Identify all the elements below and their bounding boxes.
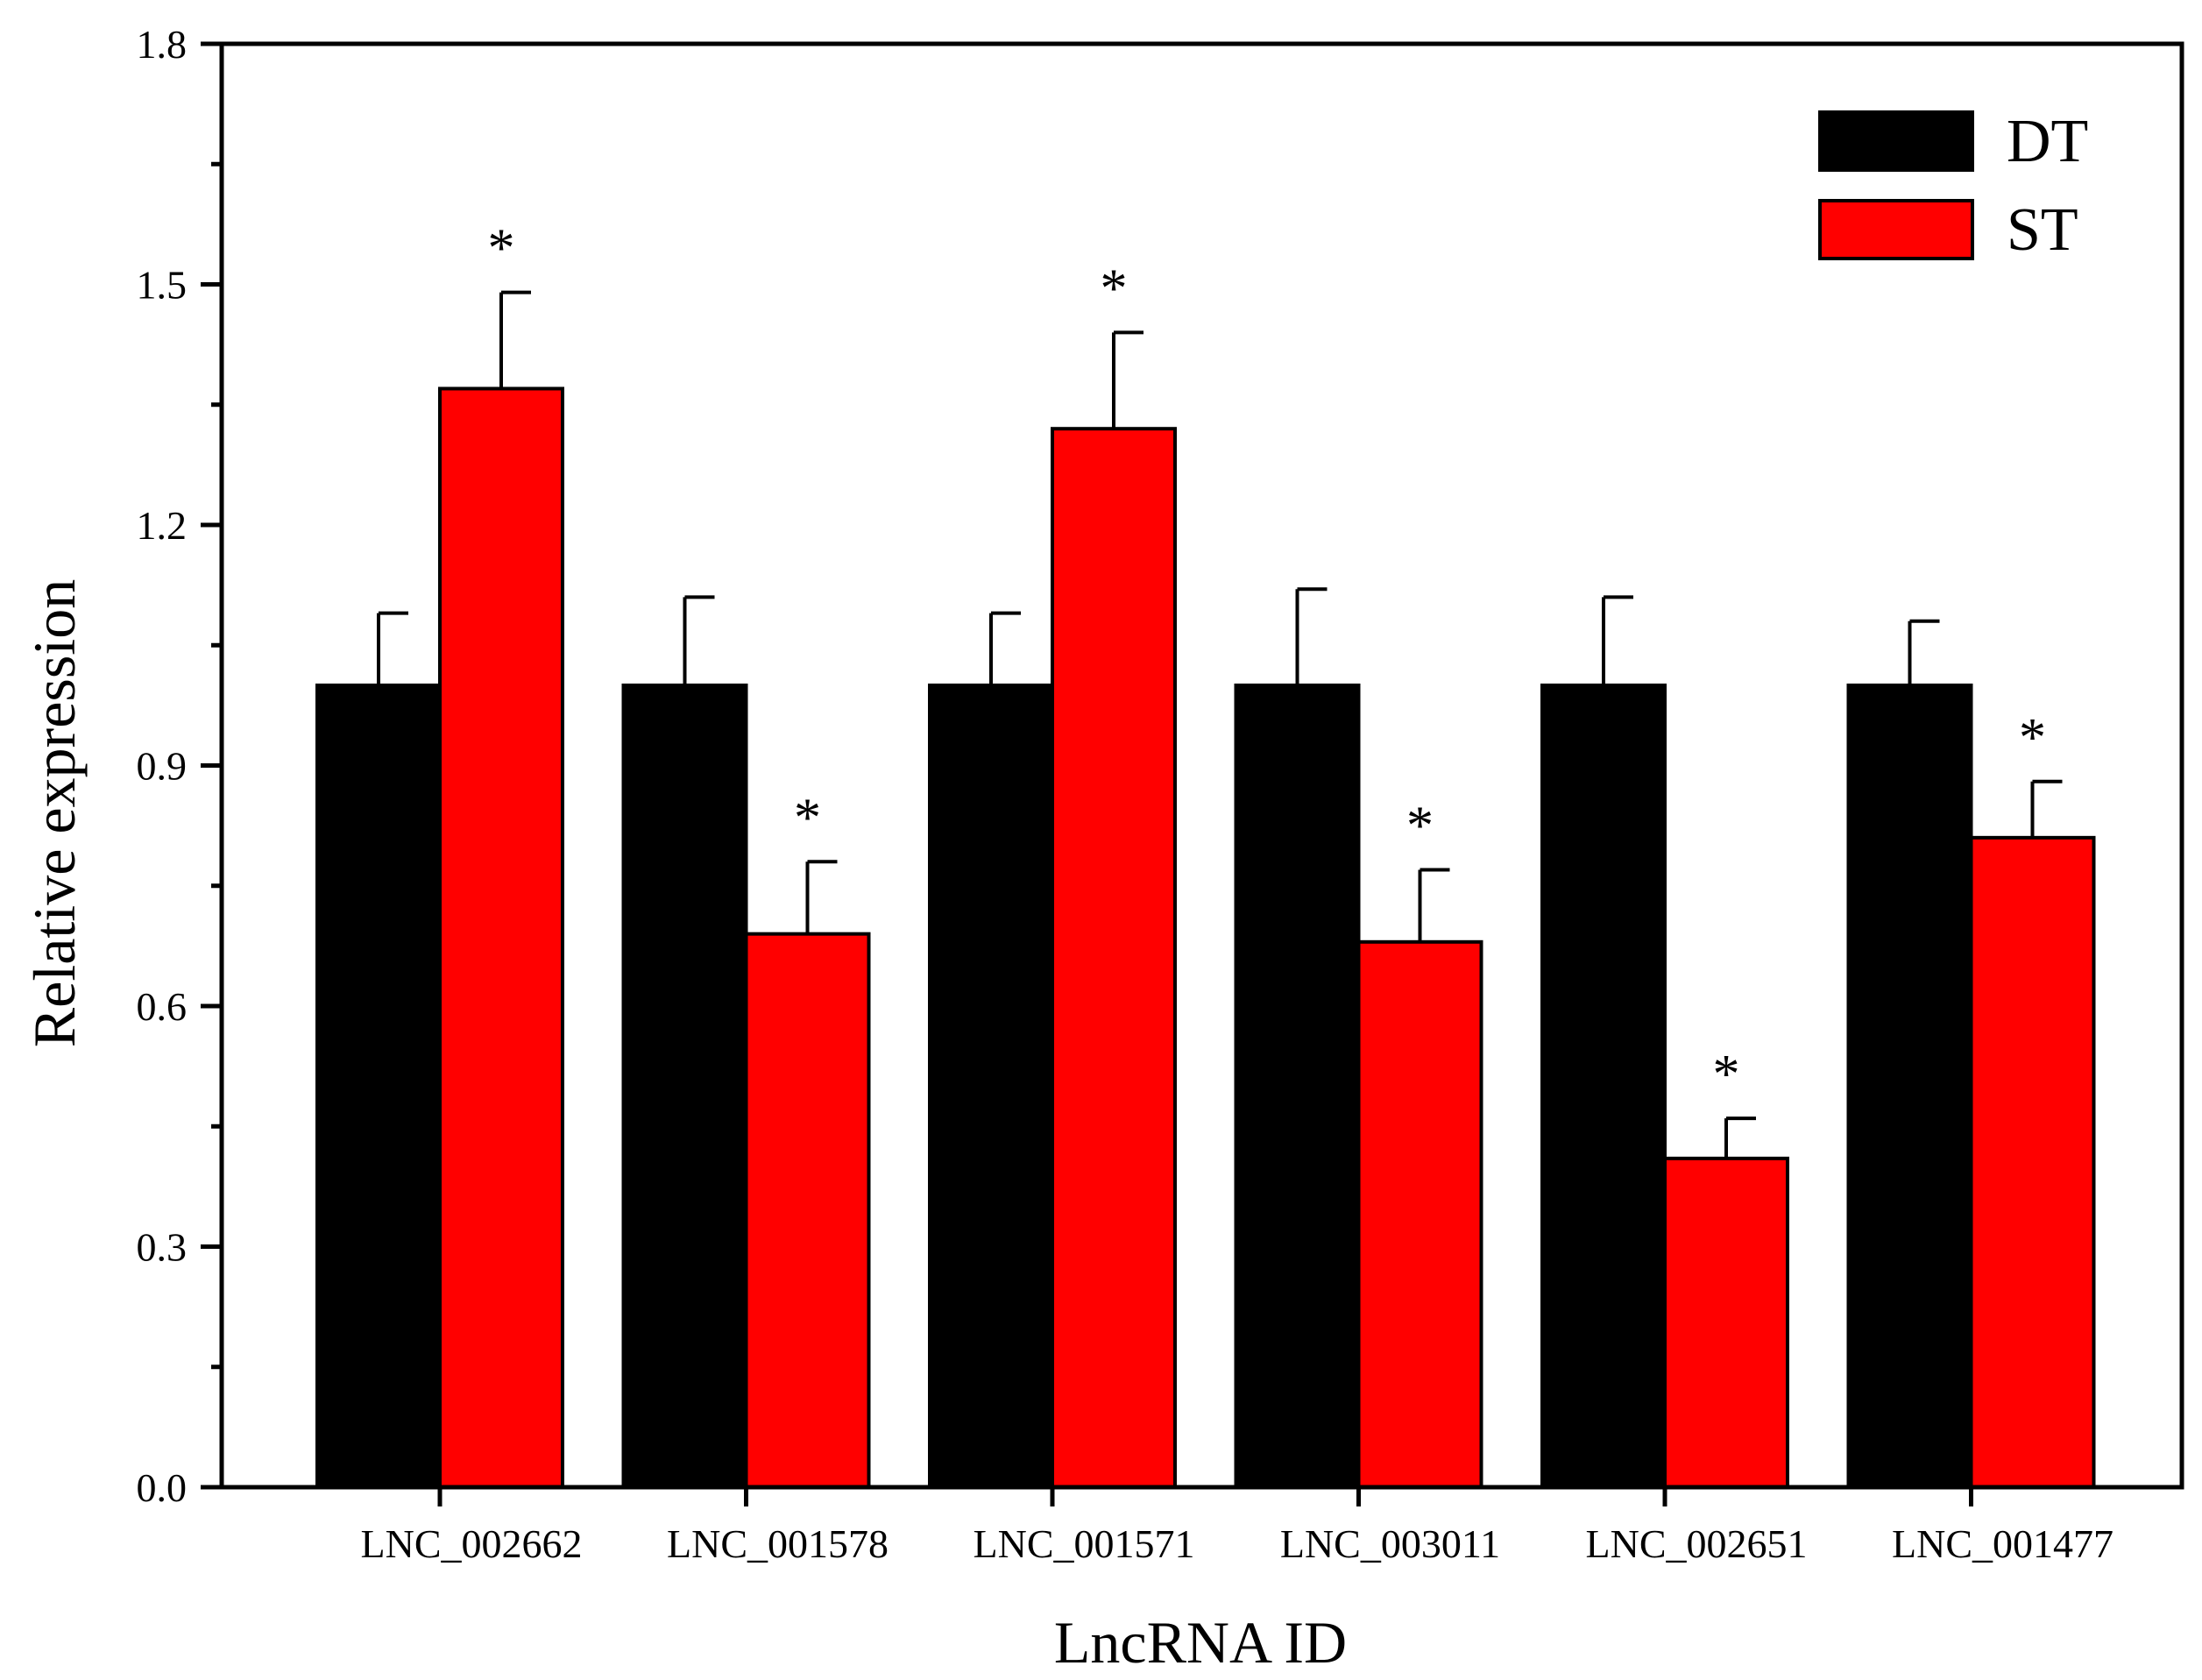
bar-dt-lnc-002651 — [1540, 684, 1667, 1489]
legend-swatch-dt — [1818, 110, 1974, 172]
y-tick-label: 0.3 — [137, 1225, 188, 1270]
x-tick-label: LNC_001578 — [667, 1521, 889, 1566]
significance-star-st-3: * — [1406, 796, 1434, 855]
significance-star-st-5: * — [2019, 708, 2046, 768]
y-tick-label: 1.8 — [137, 22, 188, 67]
axis-layer: 0.0 0.3 0.6 0.9 1.2 1.5 1.8 LNC_002662 LNC_00157… — [137, 22, 2184, 1566]
y-tick-label: 1.2 — [137, 503, 188, 548]
y-axis-title: Relative expression — [21, 579, 88, 1047]
legend-swatch-st — [1818, 199, 1974, 260]
x-tick-label: LNC_001571 — [974, 1521, 1195, 1566]
y-tick-label: 0.9 — [137, 744, 188, 789]
significance-star-st-2: * — [1101, 259, 1128, 318]
bar-dt-lnc-003011 — [1234, 684, 1361, 1489]
plot-layer: * * * * * * — [315, 219, 2096, 1490]
significance-star-st-0: * — [488, 219, 515, 279]
x-tick-label: LNC_003011 — [1280, 1521, 1500, 1566]
legend-label-st: ST — [2007, 196, 2078, 264]
bar-dt-lnc-001477 — [1846, 684, 1973, 1489]
x-tick-label: LNC_001477 — [1892, 1521, 2113, 1566]
legend-label-dt: DT — [2007, 108, 2088, 175]
bar-dt-lnc-001571 — [928, 684, 1054, 1489]
y-tick-label: 0.0 — [137, 1465, 188, 1510]
bar-st-lnc-003011 — [1356, 939, 1483, 1490]
significance-star-st-4: * — [1713, 1045, 1740, 1104]
x-axis-title: LncRNA ID — [1054, 1609, 1347, 1676]
bar-st-lnc-002662 — [438, 386, 564, 1490]
x-tick-label: LNC_002662 — [361, 1521, 583, 1566]
significance-star-st-1: * — [794, 788, 821, 847]
bar-st-lnc-001578 — [744, 932, 871, 1489]
bar-st-lnc-001571 — [1051, 427, 1177, 1490]
legend: DT ST — [1818, 108, 2088, 264]
y-tick-label: 1.5 — [137, 263, 188, 308]
x-tick-label: LNC_002651 — [1586, 1521, 1808, 1566]
bar-dt-lnc-001578 — [621, 684, 748, 1489]
bar-st-lnc-002651 — [1663, 1156, 1789, 1489]
bar-st-lnc-001477 — [1969, 835, 2096, 1489]
y-tick-label: 0.6 — [137, 984, 188, 1029]
bar-dt-lnc-002662 — [315, 684, 442, 1489]
